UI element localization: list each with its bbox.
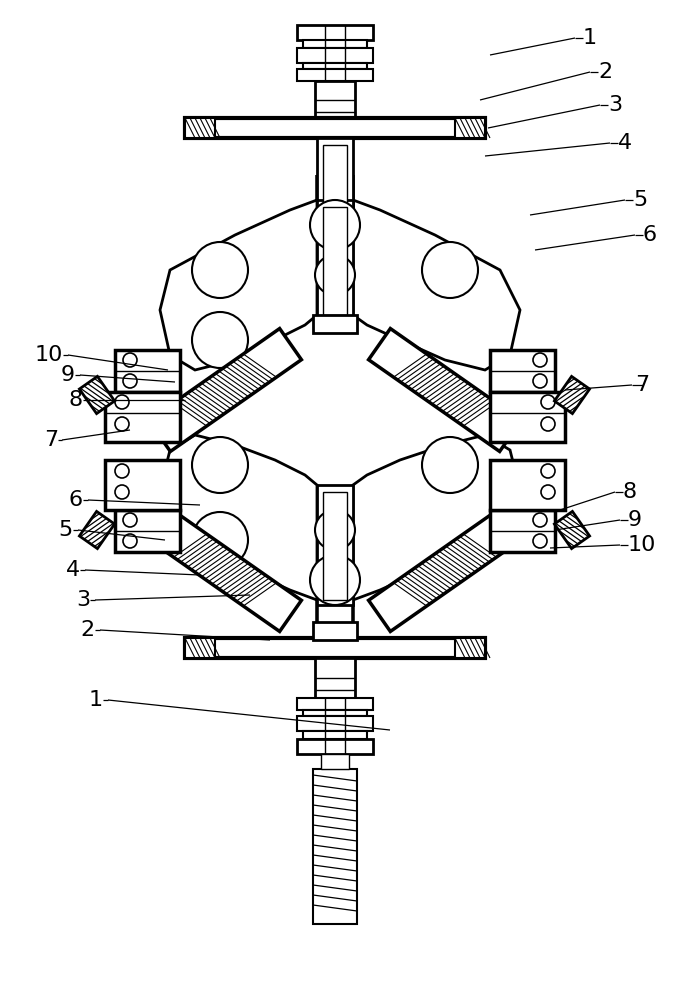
Circle shape [192,437,248,493]
Circle shape [115,485,129,499]
Circle shape [315,510,355,550]
Circle shape [533,534,547,548]
Bar [115,350,180,392]
Circle shape [192,512,248,568]
Bar [313,315,357,333]
Circle shape [115,464,129,478]
Bar [313,769,357,924]
Text: 6: 6 [69,490,83,510]
Bar [297,69,373,81]
Bar [323,145,347,220]
Circle shape [192,312,248,368]
Circle shape [541,417,555,431]
Bar [115,510,180,552]
Bar [317,485,353,605]
Text: 10: 10 [35,345,63,365]
Polygon shape [80,376,114,414]
Text: 6: 6 [643,225,657,245]
Bar [317,200,353,320]
Polygon shape [554,376,590,414]
Text: 9: 9 [628,510,642,530]
Circle shape [123,534,137,548]
Polygon shape [369,329,521,451]
Bar [315,658,355,698]
Polygon shape [160,435,317,625]
Polygon shape [455,638,485,658]
Circle shape [533,353,547,367]
Bar [490,350,555,392]
Circle shape [422,437,478,493]
Bar [297,25,373,40]
Text: 1: 1 [89,690,103,710]
Bar [297,716,373,731]
Text: 3: 3 [608,95,622,115]
Text: 3: 3 [76,590,90,610]
Polygon shape [353,435,520,625]
Bar [317,138,353,226]
Polygon shape [149,329,302,451]
Bar [490,510,555,552]
Circle shape [533,513,547,527]
Circle shape [123,374,137,388]
Bar [490,392,565,442]
Text: 10: 10 [628,535,656,555]
Polygon shape [160,175,317,370]
Circle shape [422,242,478,298]
Circle shape [115,417,129,431]
Text: 8: 8 [69,390,83,410]
Circle shape [541,485,555,499]
Text: 7: 7 [44,430,58,450]
Circle shape [123,513,137,527]
Bar [105,392,180,442]
Bar [303,710,367,716]
Circle shape [315,255,355,295]
Text: 4: 4 [66,560,80,580]
Bar [321,754,349,769]
Bar [315,81,355,121]
Polygon shape [185,638,215,658]
Circle shape [310,200,360,250]
Text: 9: 9 [61,365,75,385]
Polygon shape [353,175,520,370]
Bar [323,207,347,315]
Polygon shape [369,509,521,631]
Circle shape [541,464,555,478]
Circle shape [192,242,248,298]
Bar [303,731,367,739]
Bar [297,48,373,63]
Text: 8: 8 [623,482,637,502]
Text: 5: 5 [633,190,647,210]
Text: 5: 5 [59,520,73,540]
Bar [490,460,565,510]
Polygon shape [554,511,590,549]
Polygon shape [149,509,302,631]
Text: 7: 7 [635,375,649,395]
Circle shape [533,374,547,388]
Text: 4: 4 [618,133,632,153]
Bar [313,622,357,640]
Polygon shape [80,511,114,549]
Circle shape [310,555,360,605]
Text: 1: 1 [583,28,597,48]
Circle shape [115,395,129,409]
Bar [105,460,180,510]
Circle shape [123,353,137,367]
Polygon shape [455,118,485,138]
Bar [303,40,367,48]
Polygon shape [185,118,215,138]
Bar [297,698,373,710]
Circle shape [541,395,555,409]
Bar [185,638,485,658]
Bar [185,118,485,138]
Text: 2: 2 [81,620,95,640]
Bar [323,492,347,600]
Text: 2: 2 [598,62,612,82]
Bar [297,739,373,754]
Bar [303,63,367,69]
Polygon shape [369,329,521,451]
